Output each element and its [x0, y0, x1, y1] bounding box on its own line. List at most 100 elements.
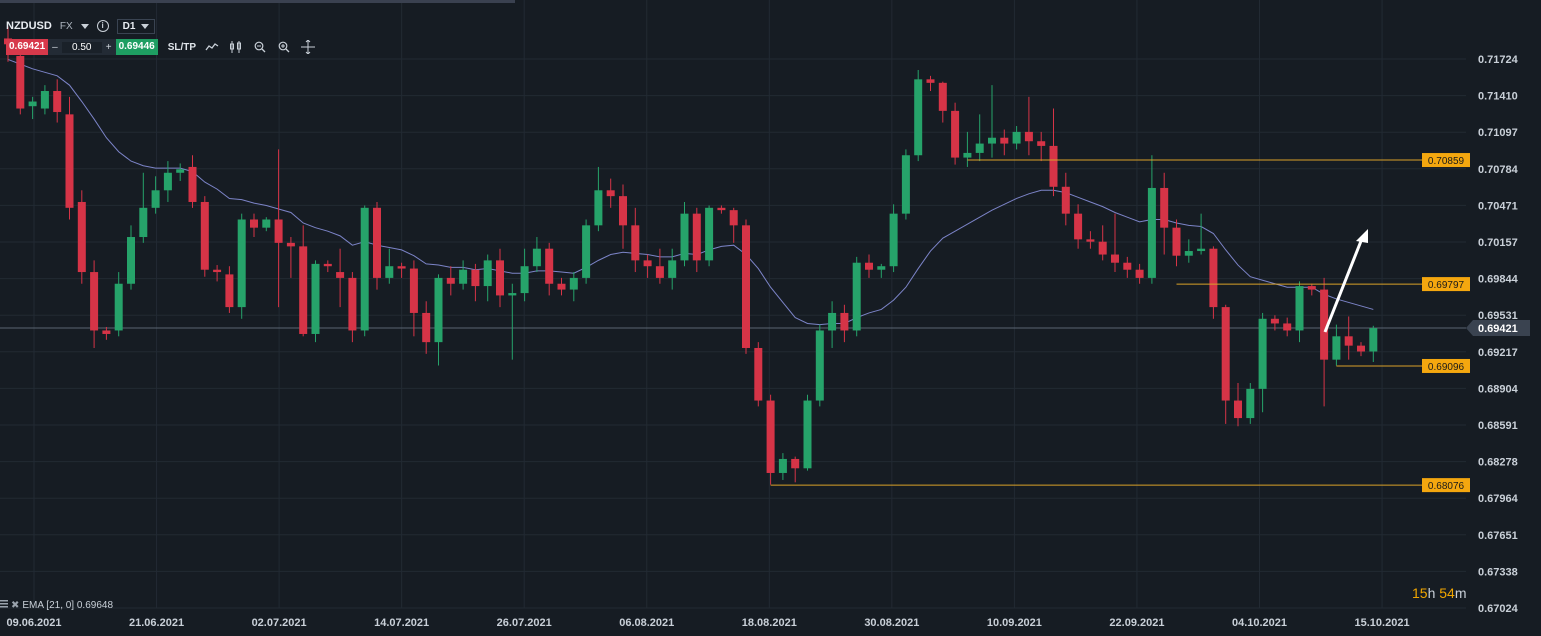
candle-body: [151, 190, 160, 208]
zoom-in-icon[interactable]: [276, 39, 292, 55]
buy-button[interactable]: 0.69446: [115, 39, 158, 55]
candle-body: [754, 347, 763, 401]
timer-minutes-unit: m: [1454, 585, 1467, 601]
price-tick-label: 0.67024: [1478, 603, 1519, 615]
symbol-dropdown-icon[interactable]: [80, 23, 89, 29]
candle: [373, 201, 381, 290]
candle-body: [594, 190, 603, 226]
candle-body: [65, 114, 74, 208]
candle: [1037, 131, 1046, 162]
candle-body: [1357, 345, 1365, 352]
candle-body: [963, 152, 972, 158]
settings-icon[interactable]: [0, 600, 8, 611]
candle-body: [643, 260, 652, 267]
candle: [520, 248, 529, 302]
candle-body: [877, 266, 886, 270]
zoom-out-icon[interactable]: [252, 39, 268, 55]
line-chart-icon[interactable]: [204, 39, 220, 55]
candle-body: [1135, 269, 1144, 278]
sell-button[interactable]: 0.69421: [6, 39, 49, 55]
price-tick-label: 0.70157: [1478, 237, 1518, 249]
candle-body: [1209, 248, 1218, 308]
horizontal-levels[interactable]: 0.70859 0.69797 0.69096 0.68076: [770, 153, 1471, 493]
candle-body: [668, 260, 677, 278]
price-tick-label: 0.68278: [1478, 457, 1518, 469]
symbol-name[interactable]: NZDUSD: [6, 20, 52, 32]
candle: [102, 326, 111, 340]
candle-body: [545, 248, 554, 284]
ema-polyline: [7, 58, 1374, 326]
candle: [459, 260, 468, 290]
quantity-stepper[interactable]: – 0.50 +: [48, 39, 116, 55]
candle: [951, 102, 960, 165]
candle: [299, 225, 308, 337]
candle: [385, 248, 394, 284]
candle-body: [569, 277, 578, 290]
price-level-badge: [1422, 478, 1470, 493]
price-level-badge: [1422, 153, 1470, 168]
sltp-button[interactable]: SL/TP: [167, 41, 197, 53]
date-tick-label: 22.09.2021: [1109, 617, 1164, 629]
trend-arrow-head: [1356, 229, 1368, 243]
timer-minutes: 54: [1439, 585, 1455, 601]
price-level-label: 0.68076: [1428, 481, 1465, 492]
candle-body: [1283, 323, 1292, 331]
candle: [1160, 172, 1169, 255]
candle: [1258, 312, 1267, 413]
candle: [336, 248, 345, 308]
price-level[interactable]: 0.70859: [967, 153, 1470, 168]
timer-hours-unit: h: [1427, 585, 1436, 601]
candle-body: [520, 266, 529, 294]
candle: [901, 149, 910, 220]
price-level[interactable]: 0.69096: [1336, 358, 1470, 373]
candle-body: [975, 143, 984, 153]
candle: [1111, 213, 1119, 273]
candle-body: [262, 219, 271, 228]
candle-body: [213, 269, 222, 273]
candle: [889, 204, 898, 273]
candle: [446, 266, 455, 296]
candle-body: [496, 260, 504, 296]
candle: [1086, 231, 1095, 249]
price-tick-label: 0.69531: [1478, 310, 1518, 322]
price-level-label: 0.69797: [1428, 280, 1465, 291]
candle: [1369, 325, 1378, 363]
candlestick-icon[interactable]: [228, 39, 244, 55]
candle-body: [828, 312, 837, 331]
candle: [1332, 324, 1341, 366]
date-tick-label: 14.07.2021: [374, 617, 429, 629]
remove-indicator-icon[interactable]: ✖: [11, 600, 20, 611]
decrease-button[interactable]: –: [52, 41, 58, 53]
crosshair-icon[interactable]: [300, 39, 316, 55]
candle: [717, 205, 726, 214]
candle-body: [16, 55, 25, 109]
candle: [127, 225, 135, 290]
candle: [200, 196, 209, 277]
timeframe-select[interactable]: D1: [116, 18, 156, 34]
candle: [557, 277, 566, 296]
candle-body: [1320, 289, 1329, 360]
candle: [90, 260, 99, 348]
price-level[interactable]: 0.69797: [1176, 277, 1471, 292]
candle: [360, 205, 369, 337]
info-icon[interactable]: i: [96, 20, 109, 32]
candle-body: [409, 268, 418, 313]
candle-body: [446, 277, 455, 284]
current-price-label: 0.69421: [1478, 323, 1518, 335]
candle-body: [803, 400, 812, 469]
candle: [1307, 283, 1316, 296]
candle-body: [77, 201, 86, 273]
price-level[interactable]: 0.68076: [770, 478, 1470, 493]
increase-button[interactable]: +: [105, 41, 112, 53]
candle: [975, 114, 984, 162]
date-tick-label: 18.08.2021: [742, 617, 797, 629]
candle: [926, 75, 935, 92]
price-tick-label: 0.68591: [1478, 420, 1518, 432]
candle-body: [127, 237, 135, 284]
candle: [692, 207, 701, 273]
candle-body: [311, 263, 320, 334]
candle-body: [1049, 145, 1058, 187]
quantity-input[interactable]: 0.50: [61, 41, 102, 53]
candle: [213, 265, 222, 282]
